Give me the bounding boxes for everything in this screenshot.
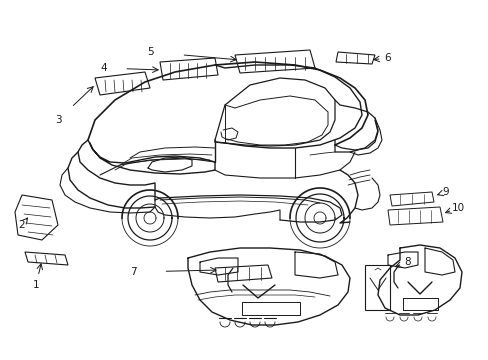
Text: 10: 10 bbox=[450, 203, 464, 213]
Text: 8: 8 bbox=[404, 257, 410, 267]
Text: 9: 9 bbox=[442, 187, 448, 197]
Text: 5: 5 bbox=[146, 47, 153, 57]
Text: 7: 7 bbox=[129, 267, 136, 277]
Text: 3: 3 bbox=[55, 115, 61, 125]
Text: 6: 6 bbox=[384, 53, 390, 63]
Text: 1: 1 bbox=[33, 280, 39, 290]
Text: 4: 4 bbox=[101, 63, 107, 73]
Text: 2: 2 bbox=[19, 220, 25, 230]
